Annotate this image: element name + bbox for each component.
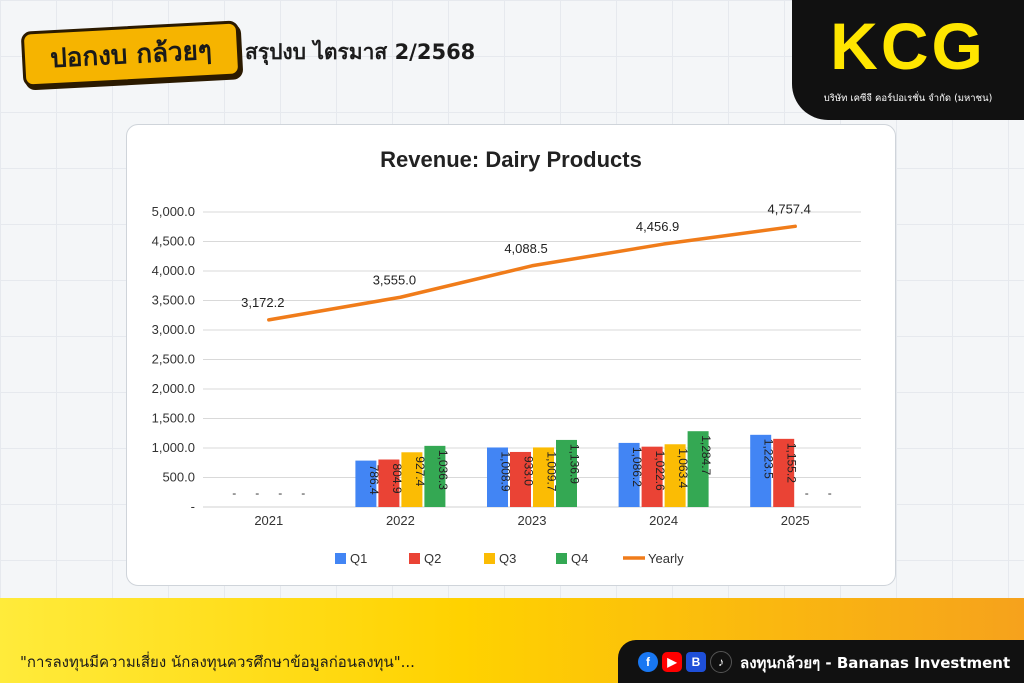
y-tick-label: 1,500.0 [152,411,195,426]
footer-panel [618,640,1024,683]
legend-label: Q1 [350,551,367,566]
social-links: f ▶ B ♪ [638,651,732,673]
logo-text: ปอกงบ กล้วยๆ [49,35,213,74]
bar-data-label: 1,223.5 [762,439,776,479]
x-tick-label: 2025 [781,513,810,528]
line-data-label: 4,757.4 [768,201,811,216]
line-data-label: 3,172.2 [241,295,284,310]
bar-q1 [750,434,772,507]
bar-q3 [664,444,686,507]
page-title: สรุปงบ ไตรมาส 2/2568 [245,40,476,64]
company-logo: KCG [830,9,986,83]
bar-data-label: 1,063.4 [676,448,690,488]
bar-q4 [556,439,577,507]
bar-q2 [510,451,531,507]
bar-data-label: - [805,486,809,500]
y-tick-label: 3,500.0 [152,293,195,308]
bar-q2 [641,446,663,507]
y-tick-label: 1,000.0 [152,440,195,455]
y-tick-label: 3,000.0 [152,322,195,337]
y-tick-label: 4,500.0 [152,234,195,249]
line-data-label: 3,555.0 [373,272,416,287]
bar-q1 [487,447,508,507]
x-tick-label: 2024 [649,513,678,528]
chart-card: Revenue: Dairy Products - 500.0 1,000.0 1,5… [126,124,896,586]
bar-q4 [687,431,709,507]
bar-q2 [773,438,795,507]
bar-data-label: - [278,486,282,500]
legend-swatch-q3 [484,553,495,564]
y-tick-label: 2,000.0 [152,381,195,396]
bar-data-label: 1,136.9 [568,444,582,484]
line-data-label: 4,088.5 [504,241,547,256]
tiktok-icon[interactable]: ♪ [710,651,732,673]
y-tick-label: 500.0 [162,470,195,485]
bar-data-label: - [828,486,832,500]
bar-data-label: 1,008.9 [499,451,513,491]
bar-data-label: - [301,486,305,500]
revenue-chart: - 500.0 1,000.0 1,500.0 2,000.0 2,500.0 3,000.… [152,201,861,566]
x-tick-label: 2023 [518,513,547,528]
company-name: บริษัท เคซีจี คอร์ปอเรชั่น จำกัด (มหาชน) [823,93,993,104]
bar-data-label: - [255,486,259,500]
bar-data-label: 933.0 [522,456,536,486]
legend-swatch-q1 [335,553,346,564]
bar-data-label: 1,155.2 [785,443,799,483]
x-tick-label: 2022 [386,513,415,528]
bar-data-label: 804.9 [390,464,404,494]
y-tick-label: 4,000.0 [152,263,195,278]
legend-label: Yearly [648,551,684,566]
bar-data-label: 1,086.2 [630,447,644,487]
brand-logo: ปอกงบ กล้วยๆ [20,20,242,88]
bar-q4 [424,445,446,507]
bar-q3 [401,452,423,507]
youtube-icon[interactable]: ▶ [662,652,682,672]
x-tick-label: 2021 [254,513,283,528]
bar-q1 [355,460,377,507]
bar-q2 [378,459,400,507]
bar-q1 [618,442,640,507]
line-data-label: 4,456.9 [636,219,679,234]
bar-data-label: 927.4 [413,456,427,486]
facebook-icon[interactable]: f [638,652,658,672]
bar-data-label: 1,009.7 [545,451,559,491]
company-logo-panel: KCG บริษัท เคซีจี คอร์ปอเรชั่น จำกัด (มห… [792,0,1024,120]
blockdit-icon[interactable]: B [686,652,706,672]
line-yearly [267,224,797,322]
y-tick-label: 5,000.0 [152,204,195,219]
bar-data-label: 786.4 [367,465,381,495]
bar-data-label: 1,036.3 [436,450,450,490]
legend-swatch-q4 [556,553,567,564]
bar-q3 [533,447,554,507]
legend-label: Q4 [571,551,588,566]
bar-data-label: 1,022.6 [653,451,667,491]
legend-label: Q2 [424,551,441,566]
channel-name: ลงทุนกล้วยๆ - Bananas Investment [740,654,1011,672]
bar-data-label: - [232,486,236,500]
bar-data-label: 1,284.7 [699,435,713,475]
y-tick-label: 2,500.0 [152,352,195,367]
legend-label: Q3 [499,551,516,566]
risk-disclaimer: "การลงทุนมีความเสี่ยง นักลงทุนควรศึกษาข้… [20,653,415,671]
legend-swatch-q2 [409,553,420,564]
y-tick-label: - [191,499,195,514]
chart-title: Revenue: Dairy Products [380,147,642,172]
